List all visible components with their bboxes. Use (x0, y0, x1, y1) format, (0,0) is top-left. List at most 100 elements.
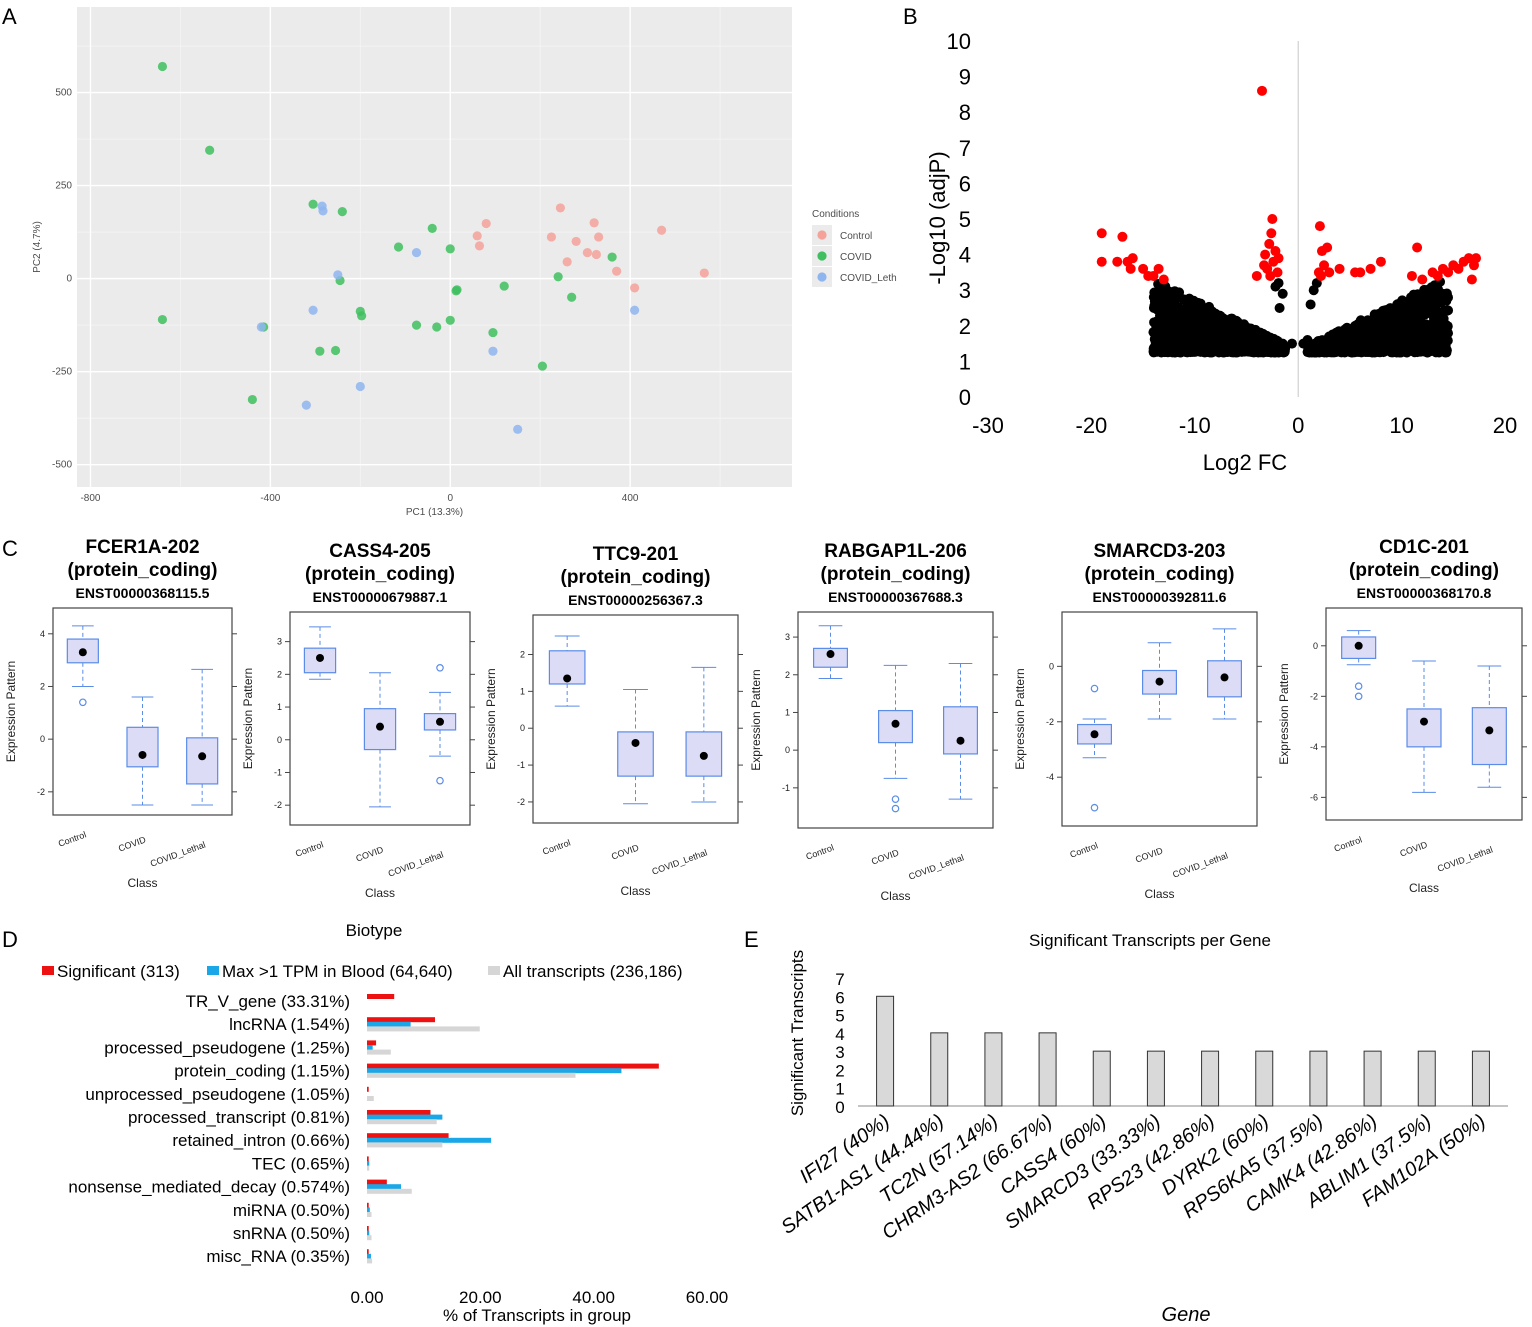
box-iqr (548, 650, 586, 685)
bar-all-transcripts (367, 1096, 374, 1101)
bar (1092, 1050, 1111, 1107)
bar-significant (367, 1063, 659, 1069)
volcano-point-significant (1266, 228, 1277, 239)
bar-significant (367, 1086, 369, 1092)
volcano-point-nonsignificant (1432, 286, 1443, 297)
y-tick-label: 10 (947, 29, 971, 54)
box-iqr (1471, 707, 1507, 766)
y-tick-label: 2 (277, 669, 282, 679)
bar-significant (367, 1017, 435, 1023)
bar (1363, 1050, 1382, 1107)
volcano-point-significant (1272, 267, 1283, 278)
scatter-point-covid (607, 252, 617, 262)
volcano-point-significant (1257, 85, 1268, 96)
scatter-point-covid (432, 322, 442, 332)
volcano-point-nonsignificant (1277, 288, 1288, 299)
x-axis-label: Gene (1162, 1304, 1211, 1326)
bar-significant (367, 1179, 387, 1185)
y-tick-label: 3 (835, 1043, 844, 1062)
legend-swatch (42, 966, 54, 975)
category-label: retained_intron (0.66%) (172, 1131, 350, 1150)
scatter-point-control (656, 225, 667, 235)
y-tick-label: -1 (274, 767, 282, 777)
bar-blood-tpm (367, 1114, 443, 1120)
x-tick-label: Control (1068, 840, 1099, 859)
volcano-point-nonsignificant (1441, 305, 1452, 316)
x-tick-label: Control (1333, 834, 1364, 853)
y-tick-label: -2 (517, 797, 525, 807)
y-tick-label: 2 (835, 1061, 844, 1080)
bar (1201, 1050, 1220, 1107)
bar-blood-tpm (367, 1184, 401, 1190)
x-axis-label: Class (1144, 887, 1174, 901)
boxplot-3: TTC9-201(protein_coding) ENST00000256367.… (484, 544, 743, 898)
volcano-point-significant (1273, 253, 1284, 264)
y-tick-label: 4 (959, 243, 971, 268)
x-tick-label: COVID (870, 847, 901, 866)
y-tick-label: 1 (277, 702, 282, 712)
scatter-point-control (562, 257, 572, 267)
x-tick-label: -10 (1179, 413, 1211, 438)
panel-b: B -30 -20 -10 0 10 20 0 1 2 3 4 5 6 7 8 9 10 Log2 FC -Log10… (903, 4, 1517, 475)
plot-frame (1325, 607, 1523, 821)
bar-significant (367, 1226, 369, 1231)
scatter-point-covid_lethal (256, 322, 266, 332)
panel-letter-e: E (744, 927, 759, 952)
volcano-point-nonsignificant (1223, 335, 1234, 346)
volcano-point-significant (1355, 267, 1366, 278)
volcano-point-nonsignificant (1286, 338, 1297, 349)
bar-all-transcripts (367, 1188, 412, 1194)
bar-significant (367, 1156, 369, 1162)
boxplot-title: TTC9-201 (593, 544, 679, 565)
volcano-point-nonsignificant (1393, 322, 1404, 333)
legend-label: All transcripts (236,186) (503, 962, 683, 981)
scatter-point-control (582, 247, 592, 258)
scatter-point-covid (445, 315, 455, 325)
volcano-point-nonsignificant (1328, 345, 1339, 356)
volcano-point-nonsignificant (1313, 335, 1324, 346)
scatter-point-covid_lethal (333, 270, 343, 280)
box-iqr (126, 726, 159, 768)
volcano-point-nonsignificant (1426, 342, 1437, 353)
scatter-point-covid (411, 320, 422, 330)
y-tick-label: 0 (1313, 641, 1318, 651)
bar-blood-tpm (367, 1161, 370, 1166)
bar-significant (367, 1133, 449, 1139)
y-tick-label: 6 (835, 988, 844, 1007)
scatter-point-covid (567, 292, 577, 302)
boxplot-title: CASS4-205 (329, 541, 431, 562)
bar-all-transcripts (367, 1142, 443, 1148)
x-axis-label: Class (127, 876, 157, 890)
x-tick-label: Control (804, 842, 835, 861)
bar-significant (367, 994, 395, 999)
mean-point (1420, 717, 1428, 726)
y-tick-label: -1 (782, 783, 790, 793)
bar-significant (367, 1202, 369, 1208)
y-tick-label: 7 (959, 136, 971, 161)
volcano-point-nonsignificant (1211, 339, 1222, 350)
scatter-point-covid_lethal (411, 247, 422, 258)
category-label: TEC (0.65%) (252, 1154, 350, 1173)
mean-point (1220, 673, 1229, 682)
volcano-point-nonsignificant (1397, 300, 1408, 311)
volcano-point-nonsignificant (1302, 335, 1313, 346)
plot-frame (52, 607, 233, 816)
volcano-point-significant (1138, 263, 1149, 274)
volcano-point-nonsignificant (1204, 301, 1215, 312)
y-tick-label: 3 (959, 278, 971, 303)
category-label: TR_V_gene (33.31%) (186, 992, 350, 1011)
panel-d: D Biotype Significant (313) Max >1 TPM in B… (2, 921, 728, 1325)
volcano-point-nonsignificant (1360, 316, 1371, 327)
x-tick-label: 400 (622, 493, 639, 504)
volcano-point-significant (1412, 242, 1423, 253)
volcano-point-nonsignificant (1394, 311, 1405, 322)
scatter-point-control (474, 241, 485, 251)
y-axis-label: Expression Pattern (484, 668, 498, 769)
x-axis-label: Class (365, 886, 395, 900)
y-tick-label: 5 (959, 207, 971, 232)
volcano-point-nonsignificant (1185, 323, 1196, 334)
bar-significant (367, 1040, 377, 1046)
volcano-point-nonsignificant (1270, 281, 1281, 292)
y-tick-label: -4 (1046, 772, 1054, 782)
outlier-point (1354, 692, 1363, 701)
